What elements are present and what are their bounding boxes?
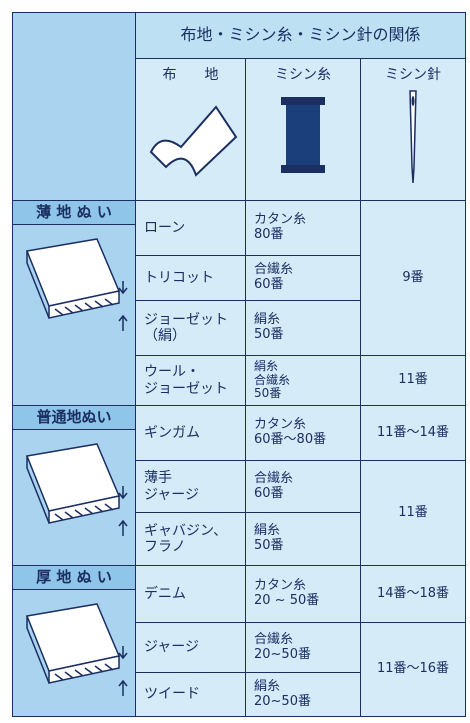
column-head: ミシン針	[385, 67, 441, 83]
thread-text: カタン糸	[254, 578, 307, 594]
fabric-cell: ギンガム	[135, 405, 246, 461]
head-cell: ミシン糸	[245, 58, 361, 201]
fabric-name: ジャージ	[144, 639, 200, 656]
fabric-cell: ウール・ ジョーゼット	[135, 355, 246, 406]
fabric-name: フラノ	[144, 539, 186, 555]
thread-text: 絹糸	[254, 358, 279, 373]
thread-text: 80番	[254, 227, 284, 242]
fabric-name: ツイード	[144, 686, 200, 703]
fabric-name: ギンガム	[144, 424, 200, 441]
thread-text: カタン糸	[254, 417, 307, 433]
thread-text: 絹糸	[254, 678, 281, 694]
fabric-cell: ツイード	[135, 672, 246, 717]
thread-text: 絹糸	[254, 312, 281, 328]
needle-size: 14番〜18番	[376, 585, 450, 601]
thread-text: 20 ~ 50番	[254, 593, 320, 608]
needle-size: 11番〜16番	[376, 661, 450, 677]
needle-icon	[409, 90, 417, 184]
fabric-cell: ジャージ	[135, 622, 246, 673]
thread-cell: 絹糸 合繊糸 50番	[245, 355, 361, 406]
section-cell: 厚 地 ぬ い	[12, 565, 136, 717]
head-cell: 布 地	[135, 58, 246, 201]
thread-cell: カタン糸 60番〜80番	[245, 405, 361, 461]
thread-text: 50番	[254, 386, 282, 401]
fabric-layers-illustration	[25, 238, 128, 332]
fabric-name: ジョーゼット	[144, 380, 228, 397]
thread-cell: 絹糸 50番	[245, 300, 361, 356]
fabric-layers-illustration	[25, 443, 128, 537]
thread-text: 合繊糸	[254, 262, 294, 278]
section-cell: 薄 地 ぬ い	[12, 200, 136, 406]
fabric-cell: ローン	[135, 200, 246, 256]
fabric-name: （絹）	[144, 328, 186, 344]
fabric-cell: トリコット	[135, 255, 246, 301]
thread-text: 50番	[254, 538, 284, 553]
thread-cell: 絹糸 50番	[245, 512, 361, 566]
needle-size: 11番	[398, 504, 428, 520]
needle-size: 9番	[402, 269, 424, 285]
needle-size: 11番〜14番	[376, 424, 450, 440]
column-head: ミシン糸	[275, 67, 331, 83]
fabric-cell: ジョーゼット （絹）	[135, 300, 246, 356]
fabric-name: ジャージ	[144, 486, 200, 503]
thread-text: 20~50番	[254, 646, 311, 662]
thread-text: 60番	[254, 485, 284, 501]
fabric-layers-illustration	[25, 603, 128, 697]
thread-text: 60番〜80番	[254, 432, 327, 447]
fabric-icon	[149, 105, 237, 177]
needle-cell: 11番〜16番	[360, 622, 466, 717]
needle-cell: 11番〜14番	[360, 405, 466, 461]
needle-cell: 14番〜18番	[360, 565, 466, 623]
fabric-name: トリコット	[144, 269, 214, 286]
column-head: 布 地	[162, 67, 219, 83]
fabric-name: ローン	[144, 219, 186, 236]
thread-text: 合繊糸	[254, 470, 294, 486]
thread-text: 合繊糸	[254, 631, 294, 647]
needle-cell: 11番	[360, 460, 466, 566]
fabric-name: デニム	[144, 585, 186, 602]
thread-text: 絹糸	[254, 523, 281, 539]
thread-cell: 合繊糸 60番	[245, 460, 361, 513]
section-label: 普通地ぬい	[36, 408, 112, 426]
fabric-name: ギャバジン、	[144, 522, 228, 539]
table-title: 布地・ミシン糸・ミシン針の関係	[180, 25, 421, 45]
head-cell: ミシン針	[360, 58, 466, 201]
section-cell: 普通地ぬい	[12, 405, 136, 566]
thread-text: カタン糸	[254, 212, 307, 228]
section-label-box: 薄 地 ぬ い	[13, 201, 135, 226]
section-label: 薄 地 ぬ い	[36, 203, 112, 221]
section-label-box: 普通地ぬい	[13, 406, 135, 431]
thread-text: 60番	[254, 277, 284, 292]
needle-cell: 9番	[360, 200, 466, 356]
fabric-name: 薄手	[144, 470, 172, 487]
corner-cell	[12, 12, 136, 201]
fabric-cell: デニム	[135, 565, 246, 623]
section-label-box: 厚 地 ぬ い	[13, 566, 135, 591]
fabric-name: ジョーゼット	[144, 311, 228, 328]
thread-cell: 合繊糸 20~50番	[245, 622, 361, 673]
thread-cell: 合繊糸 60番	[245, 255, 361, 301]
section-label: 厚 地 ぬ い	[36, 568, 112, 586]
thread-cell: カタン糸 20 ~ 50番	[245, 565, 361, 623]
needle-cell: 11番	[360, 355, 466, 406]
thread-cell: カタン糸 80番	[245, 200, 361, 256]
fabric-name: ウール・	[144, 364, 200, 381]
fabric-cell: ギャバジン、 フラノ	[135, 512, 246, 566]
thread-cell: 絹糸 20~50番	[245, 672, 361, 717]
needle-size: 11番	[398, 372, 428, 388]
fabric-cell: 薄手 ジャージ	[135, 460, 246, 513]
thread-text: 合繊糸	[254, 372, 291, 387]
title-cell: 布地・ミシン糸・ミシン針の関係	[135, 12, 466, 59]
thread-text: 20~50番	[254, 693, 311, 709]
thread-text: 50番	[254, 327, 284, 342]
spool-icon	[281, 97, 325, 174]
